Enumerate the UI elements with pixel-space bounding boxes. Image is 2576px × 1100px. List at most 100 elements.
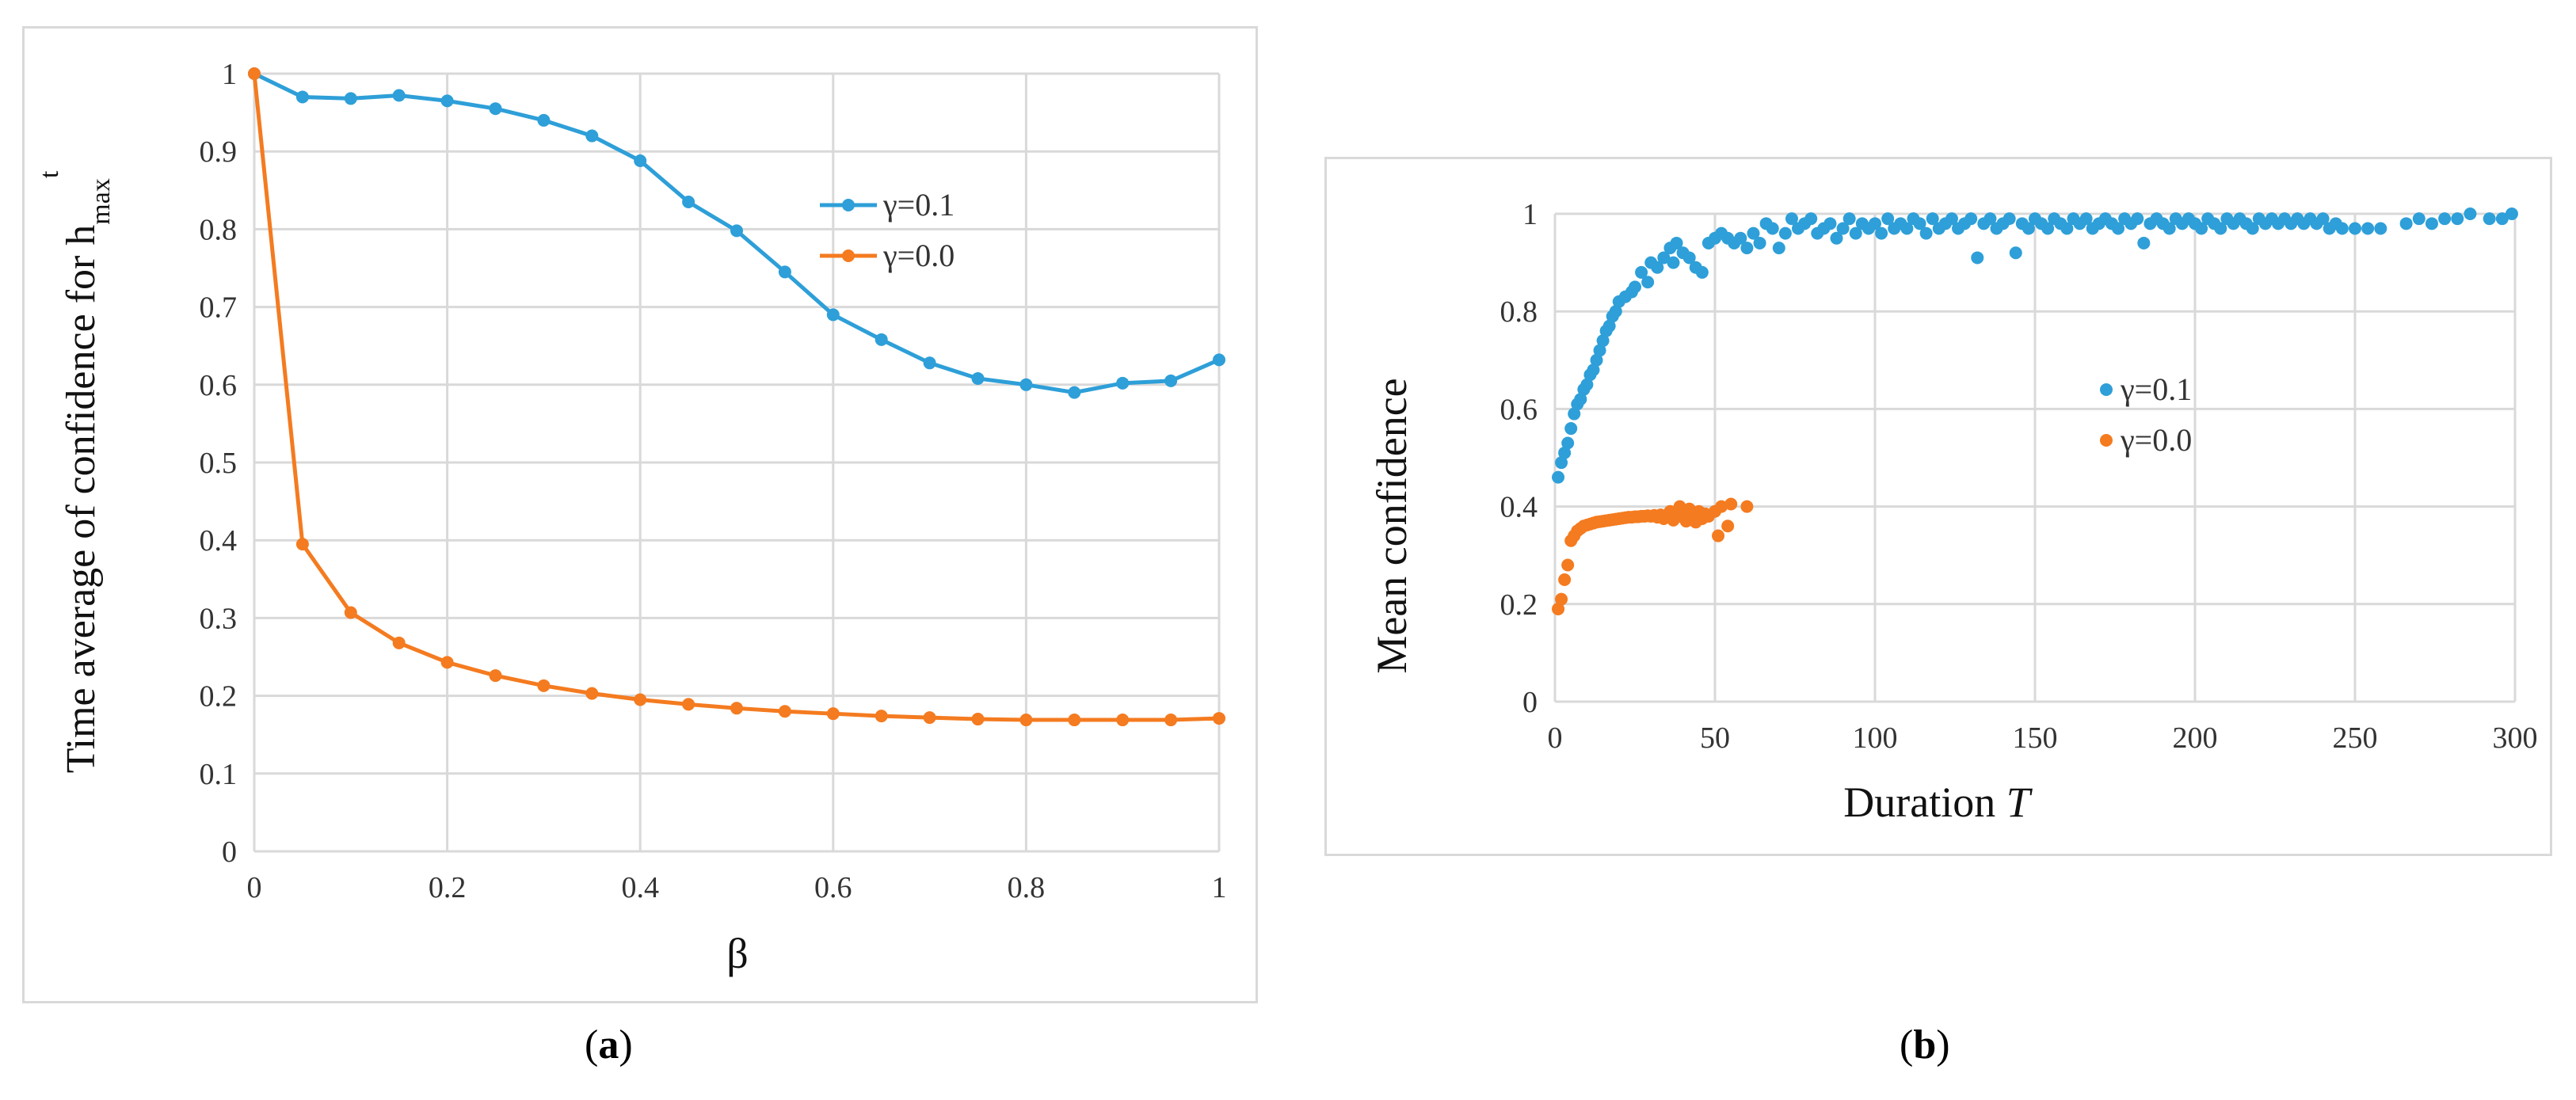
b-point-gamma-01 — [1580, 378, 1594, 391]
b-point-gamma-01 — [2009, 246, 2022, 260]
a-y-tick-label: 0.8 — [200, 213, 238, 246]
a-point-gamma-01 — [295, 90, 309, 104]
b-point-gamma-01 — [1785, 212, 1798, 226]
b-point-gamma-00 — [1673, 500, 1686, 513]
a-point-gamma-00 — [440, 656, 454, 669]
b-point-gamma-01 — [1804, 212, 1818, 226]
b-point-gamma-01 — [2022, 222, 2035, 235]
b-point-gamma-01 — [1635, 265, 1648, 279]
a-point-gamma-01 — [1164, 374, 1178, 387]
b-y-tick-label: 0.6 — [1500, 393, 1538, 426]
a-point-gamma-01 — [537, 113, 551, 127]
b-point-gamma-01 — [2451, 212, 2464, 226]
a-x-tick-label: 0.8 — [1008, 871, 1046, 904]
b-legend-marker-gamma-01 — [2100, 383, 2113, 396]
b-point-gamma-01 — [1747, 226, 1760, 240]
b-x-tick-label: 0 — [1548, 721, 1563, 755]
b-point-gamma-01 — [1778, 226, 1792, 240]
b-point-gamma-01 — [1842, 212, 1856, 226]
a-point-gamma-00 — [295, 538, 309, 551]
b-point-gamma-00 — [1552, 602, 1565, 615]
b-point-gamma-01 — [1753, 236, 1766, 249]
b-point-gamma-01 — [2349, 222, 2361, 235]
chart-a-y-axis-label: Time average of confidence for hmaxt — [35, 170, 116, 773]
b-point-gamma-00 — [1561, 558, 1575, 572]
a-x-tick-label: 0.4 — [621, 871, 659, 904]
b-point-gamma-01 — [1609, 305, 1622, 318]
b-point-gamma-01 — [2399, 217, 2413, 230]
b-point-gamma-01 — [1568, 407, 1581, 421]
a-point-gamma-00 — [730, 702, 743, 715]
a-point-gamma-01 — [1213, 353, 1225, 367]
b-point-gamma-01 — [1836, 222, 1850, 235]
b-x-tick-label: 250 — [2333, 721, 2378, 755]
a-point-gamma-01 — [344, 92, 357, 105]
b-point-gamma-01 — [2361, 222, 2375, 235]
a-legend-label-gamma-00: γ=0.0 — [882, 238, 955, 273]
a-x-tick-label: 1 — [1212, 871, 1227, 904]
a-point-gamma-00 — [1116, 714, 1130, 727]
a-point-gamma-00 — [1068, 714, 1081, 727]
b-point-gamma-01 — [1590, 353, 1603, 367]
b-point-gamma-01 — [2438, 212, 2452, 226]
a-y-tick-label: 1 — [222, 58, 237, 91]
b-x-tick-label: 200 — [2173, 721, 2218, 755]
a-y-tick-label: 0 — [222, 835, 237, 869]
a-point-gamma-01 — [682, 196, 695, 209]
b-point-gamma-01 — [2495, 212, 2509, 226]
a-point-gamma-01 — [1116, 376, 1130, 390]
b-x-tick-label: 300 — [2493, 721, 2538, 755]
a-y-tick-label: 0.4 — [200, 524, 238, 558]
b-x-tick-label: 150 — [2013, 721, 2058, 755]
a-x-tick-label: 0.2 — [429, 871, 467, 904]
b-point-gamma-01 — [1667, 256, 1680, 269]
b-point-gamma-01 — [2335, 222, 2349, 235]
a-point-gamma-00 — [1213, 712, 1225, 725]
a-point-gamma-00 — [634, 693, 647, 706]
a-legend-marker-gamma-00 — [842, 249, 855, 262]
b-point-gamma-01 — [1558, 446, 1572, 459]
b-point-gamma-00 — [1558, 573, 1572, 586]
b-point-gamma-00 — [1712, 529, 1725, 542]
b-point-gamma-01 — [1734, 231, 1747, 245]
b-point-gamma-01 — [2425, 217, 2438, 230]
b-point-gamma-01 — [2374, 222, 2387, 235]
b-y-tick-label: 0 — [1522, 686, 1538, 719]
b-point-gamma-01 — [2060, 222, 2074, 235]
chart-b-y-axis-label: Mean confidence — [1368, 378, 1416, 673]
b-point-gamma-01 — [1593, 344, 1606, 357]
b-point-gamma-01 — [2316, 212, 2330, 226]
b-point-gamma-01 — [1823, 217, 1837, 230]
b-point-gamma-01 — [1651, 261, 1664, 274]
b-point-gamma-01 — [1869, 217, 1881, 230]
b-point-gamma-00 — [1721, 520, 1735, 533]
a-point-gamma-01 — [585, 129, 599, 143]
b-point-gamma-01 — [1596, 334, 1610, 348]
b-point-gamma-01 — [1740, 242, 1754, 255]
b-point-gamma-01 — [2137, 236, 2151, 249]
b-point-gamma-01 — [1881, 212, 1895, 226]
b-legend-marker-gamma-00 — [2100, 434, 2113, 447]
a-y-tick-label: 0.9 — [200, 135, 238, 169]
b-point-gamma-01 — [2002, 212, 2016, 226]
a-y-tick-label: 0.7 — [200, 291, 238, 325]
b-point-gamma-01 — [1849, 226, 1862, 240]
chart-b-frame: 0 0.2 0.4 0.6 0.8 1 0 50 100 150 200 250 300 γ=0.1 γ… — [1324, 157, 2552, 856]
a-point-gamma-01 — [826, 308, 840, 322]
b-point-gamma-01 — [2505, 207, 2518, 220]
chart-a-frame: 0 0.1 0.2 0.3 0.4 0.5 0.6 0.7 0.8 0.9 1 0 0.2 0.4 0.6… — [22, 26, 1258, 1003]
a-point-gamma-00 — [923, 711, 936, 725]
b-legend-label-gamma-00: γ=0.0 — [2120, 422, 2192, 458]
a-legend-label-gamma-01: γ=0.1 — [882, 187, 955, 223]
b-point-gamma-01 — [1830, 231, 1843, 245]
a-point-gamma-00 — [1019, 714, 1033, 727]
a-point-gamma-00 — [344, 606, 357, 619]
chart-a: 0 0.1 0.2 0.3 0.4 0.5 0.6 0.7 0.8 0.9 1 0 0.2 0.4 0.6… — [35, 58, 1227, 977]
b-point-gamma-01 — [1629, 280, 1641, 294]
a-point-gamma-01 — [923, 356, 936, 370]
b-point-gamma-01 — [1641, 276, 1655, 289]
a-point-gamma-01 — [875, 333, 888, 346]
b-point-gamma-01 — [2412, 212, 2425, 226]
chart-a-x-axis-label: β — [726, 930, 748, 977]
a-point-gamma-00 — [585, 687, 599, 700]
